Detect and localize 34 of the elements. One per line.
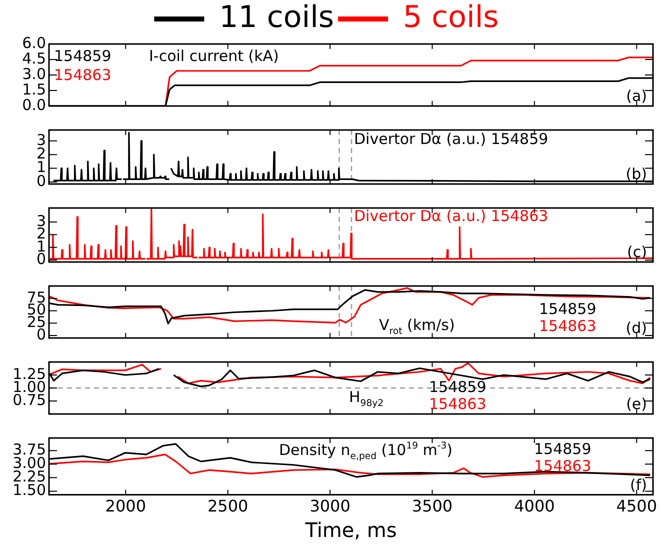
chart-title: Divertor Dα (a.u.) 154859 (354, 130, 548, 148)
x-tick-label: 3500 (412, 496, 453, 516)
chart-title: Divertor Dα (a.u.) 154863 (354, 207, 548, 225)
annotation: (b) (626, 165, 648, 183)
x-tick-label: 4000 (514, 496, 555, 516)
y-tick-label: 1.5 (22, 80, 46, 98)
annotation: 154863 (54, 66, 112, 84)
annotation: (a) (626, 87, 648, 105)
y-tick-label: 1.50 (12, 481, 46, 500)
annotation: (d) (626, 319, 648, 337)
x-tick-label: 3000 (310, 496, 350, 516)
legend-label: 154859 (534, 440, 592, 458)
chart-title: I-coil current (kA) (149, 47, 279, 65)
series-label: 154863 (539, 317, 596, 335)
y-tick-label: 2 (36, 144, 46, 162)
legend-label: 11 coils (219, 0, 334, 35)
annotation: 154859 (54, 47, 112, 65)
y-tick-label: 4.5 (22, 49, 46, 68)
legend-label: 154859 (539, 300, 596, 318)
y-tick-label: 0.0 (22, 96, 46, 114)
x-tick-label: 2500 (207, 496, 248, 516)
series-label: 154863 (429, 395, 486, 413)
annotation: (e) (626, 395, 648, 413)
y-tick-label: 0 (36, 172, 46, 190)
series-label: 154863 (534, 457, 592, 475)
legend-label: 154859 (429, 378, 486, 396)
legend-label: 5 coils (403, 0, 499, 35)
annotation: (c) (627, 243, 647, 261)
x-tick-label: 4500 (616, 496, 658, 516)
y-tick-label: 6.0 (22, 34, 46, 52)
x-axis-title: Time, ms (304, 518, 397, 542)
x-tick-label: 2000 (105, 496, 146, 516)
annotation: (f) (630, 476, 648, 494)
y-tick-label: 3.0 (22, 64, 46, 83)
